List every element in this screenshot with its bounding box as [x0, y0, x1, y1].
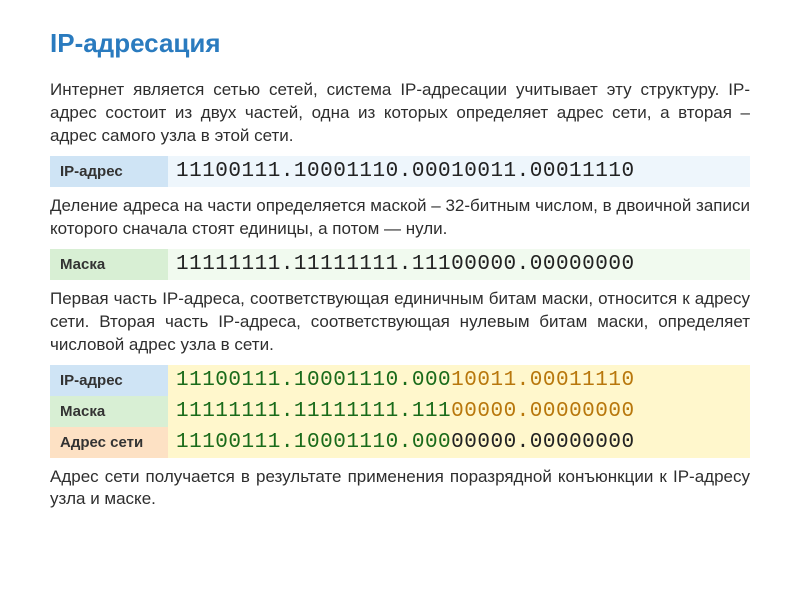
mask-row-2: Маска 11111111.11111111.11100000.0000000… — [50, 396, 750, 427]
netaddr-net-segment: 11100111.10001110.000 — [176, 431, 451, 454]
ip-row-2: IP-адрес 11100111.10001110.00010011.0001… — [50, 365, 750, 396]
mask-value-1: 11111111.11111111.11100000.00000000 — [168, 249, 750, 280]
netaddr-value: 11100111.10001110.00000000.00000000 — [168, 427, 750, 458]
mask-value-2: 11111111.11111111.11100000.00000000 — [168, 396, 750, 427]
mask-ones-segment: 11111111.11111111.111 — [176, 400, 451, 423]
paragraph-parts: Первая часть IP-адреса, соответствующая … — [50, 288, 750, 357]
page-title: IP-адресация — [50, 28, 750, 59]
netaddr-row: Адрес сети 11100111.10001110.00000000.00… — [50, 427, 750, 458]
ip-label-2: IP-адрес — [50, 365, 168, 396]
paragraph-conclusion: Адрес сети получается в результате приме… — [50, 466, 750, 512]
netaddr-label: Адрес сети — [50, 427, 168, 458]
paragraph-mask-intro: Деление адреса на части определяется мас… — [50, 195, 750, 241]
paragraph-intro: Интернет является сетью сетей, система I… — [50, 79, 750, 148]
mask-row-1: Маска 11111111.11111111.11100000.0000000… — [50, 249, 750, 280]
ip-value-2: 11100111.10001110.00010011.00011110 — [168, 365, 750, 396]
ip-label-1: IP-адрес — [50, 156, 168, 187]
ip-host-segment: 10011.00011110 — [451, 369, 634, 392]
netaddr-rest-segment: 00000.00000000 — [451, 431, 634, 454]
ip-net-segment: 11100111.10001110.000 — [176, 369, 451, 392]
ip-value-1: 11100111.10001110.00010011.00011110 — [168, 156, 750, 187]
mask-label-2: Маска — [50, 396, 168, 427]
ip-row-1: IP-адрес 11100111.10001110.00010011.0001… — [50, 156, 750, 187]
mask-label-1: Маска — [50, 249, 168, 280]
mask-zeros-segment: 00000.00000000 — [451, 400, 634, 423]
